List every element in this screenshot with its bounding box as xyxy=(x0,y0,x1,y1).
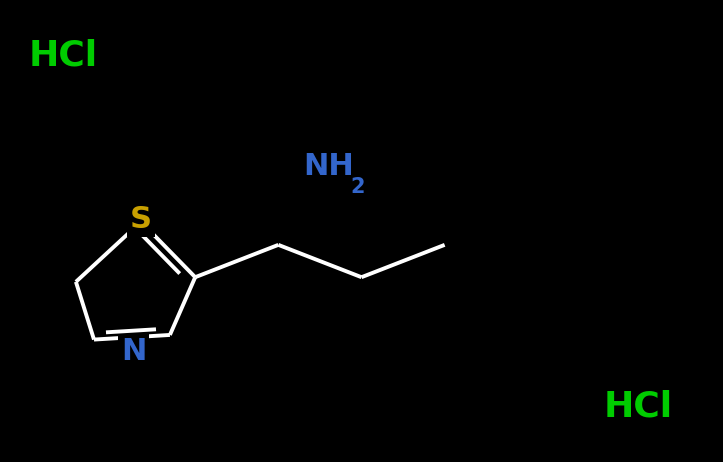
Text: HCl: HCl xyxy=(603,389,672,424)
Text: HCl: HCl xyxy=(29,38,98,73)
Text: 2: 2 xyxy=(351,177,365,197)
Text: N: N xyxy=(121,337,147,365)
Text: S: S xyxy=(130,205,152,234)
Text: NH: NH xyxy=(304,152,354,181)
